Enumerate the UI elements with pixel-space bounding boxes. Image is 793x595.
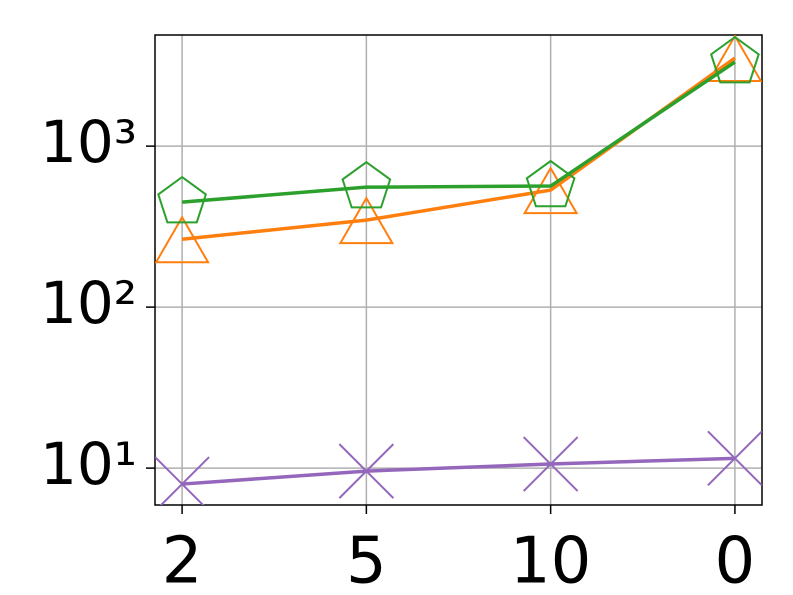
marker [707, 35, 762, 83]
marker [707, 430, 762, 487]
y-tick-label: 10³ [40, 108, 137, 176]
marker [522, 436, 579, 492]
marker [341, 160, 392, 209]
marker [155, 456, 210, 505]
series-line [181, 56, 736, 241]
series-line [181, 456, 735, 486]
series-line [181, 60, 736, 204]
y-tick-label: 10² [40, 269, 137, 337]
marker [157, 175, 208, 224]
marker [525, 159, 576, 208]
marker [522, 166, 579, 215]
marker [155, 215, 210, 264]
x-tick-label: 10 [510, 525, 591, 595]
marker [709, 35, 760, 84]
plot [155, 35, 762, 505]
marker [338, 196, 395, 245]
x-tick-label: 2 [162, 525, 203, 595]
x-tick-label: 0 [715, 525, 756, 595]
plot-frame [154, 34, 763, 506]
y-tick-label: 10¹ [40, 430, 137, 498]
marker [338, 443, 395, 499]
x-tick-label: 5 [346, 525, 387, 595]
